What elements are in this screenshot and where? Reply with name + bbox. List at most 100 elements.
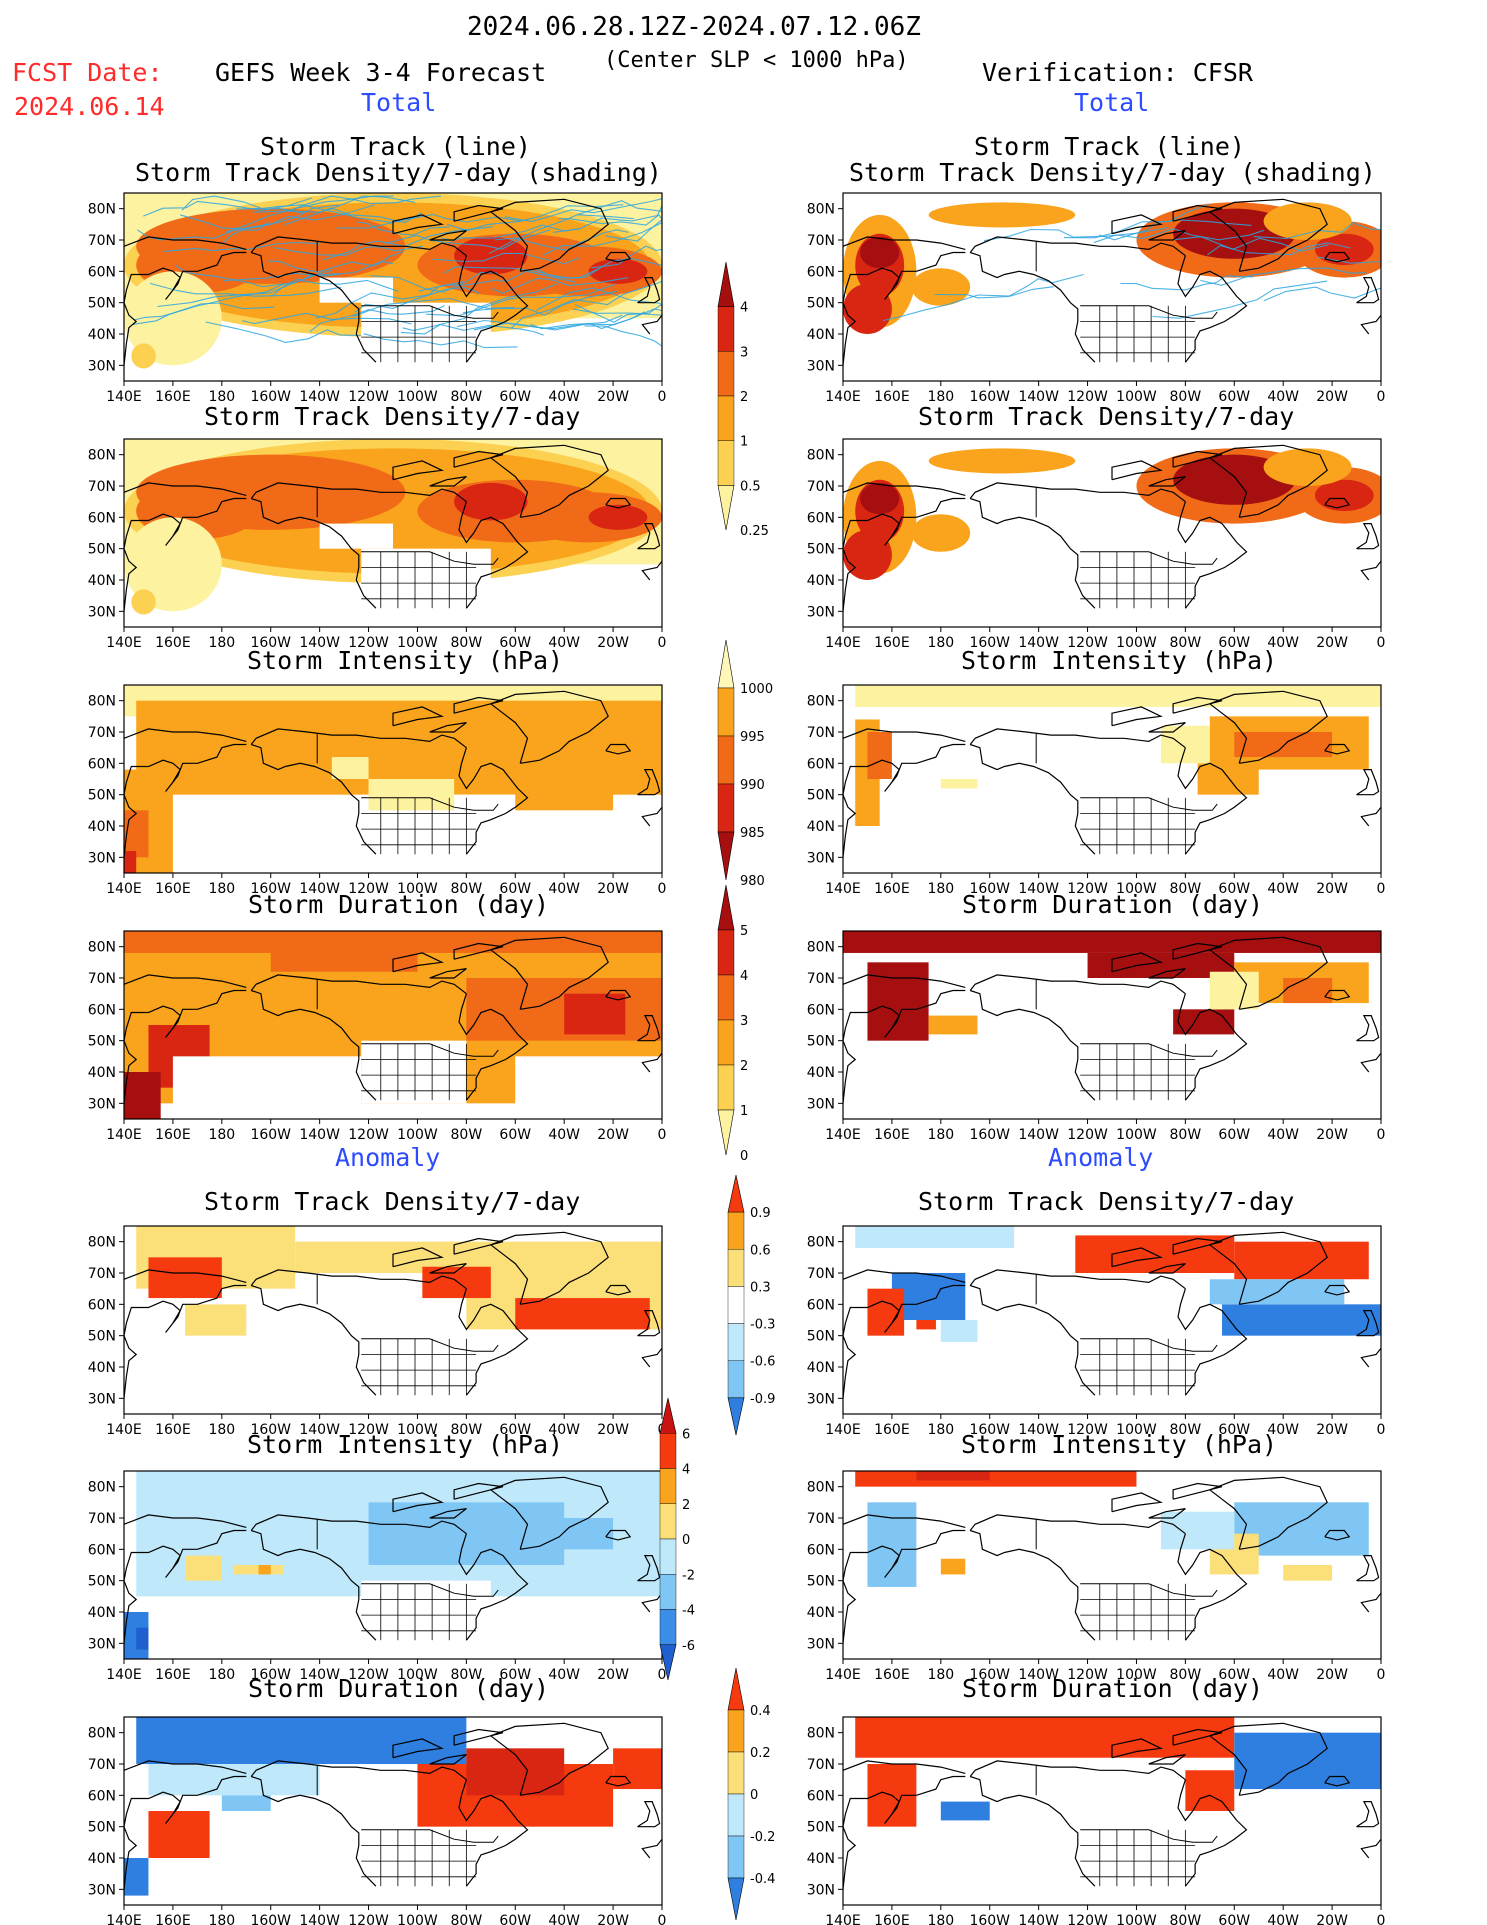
- colorbar-label: -0.9: [750, 1392, 775, 1407]
- colorbar-label: 0.3: [750, 1280, 771, 1295]
- lon-tick-label: 180: [927, 635, 954, 651]
- lat-tick-label: 70N: [807, 233, 835, 249]
- lat-tick-label: 40N: [88, 1851, 116, 1867]
- lon-tick-label: 140W: [1018, 1127, 1059, 1143]
- lon-tick-label: 0: [658, 635, 667, 651]
- lon-tick-label: 20W: [597, 881, 629, 897]
- lon-tick-label: 180: [927, 1667, 954, 1683]
- title-track-line-left: Storm Track (line): [260, 132, 531, 161]
- lat-tick-label: 70N: [88, 1266, 116, 1282]
- lat-tick-label: 30N: [807, 1096, 835, 1112]
- lat-tick-label: 60N: [88, 264, 116, 280]
- lat-tick-label: 70N: [807, 1511, 835, 1527]
- colorbar-swatch: [659, 1609, 677, 1645]
- lon-tick-label: 140E: [106, 1667, 142, 1683]
- lat-tick-label: 70N: [88, 971, 116, 987]
- colorbar-label: -2: [682, 1568, 695, 1583]
- colorbar-swatch: [717, 395, 735, 441]
- lat-tick-label: 80N: [807, 1726, 835, 1742]
- lon-tick-label: 60W: [1218, 1127, 1250, 1143]
- lon-tick-label: 160W: [250, 1127, 291, 1143]
- lon-tick-label: 80W: [1170, 1913, 1202, 1925]
- lat-tick-label: 50N: [807, 542, 835, 558]
- lat-tick-label: 60N: [807, 1542, 835, 1558]
- lat-tick-label: 60N: [807, 1002, 835, 1018]
- lat-tick-label: 30N: [88, 358, 116, 374]
- title-anom-density-left: Storm Track Density/7-day: [204, 1187, 581, 1216]
- lon-tick-label: 0: [1377, 881, 1386, 897]
- lat-tick-label: 50N: [807, 788, 835, 804]
- title-duration-right: Storm Duration (day): [962, 890, 1264, 919]
- lat-tick-label: 70N: [807, 1266, 835, 1282]
- lon-tick-label: 0: [1377, 1667, 1386, 1683]
- colorbar-label: 6: [682, 1427, 690, 1442]
- section-anomaly-right: Anomaly: [1048, 1143, 1154, 1172]
- lat-tick-label: 40N: [807, 573, 835, 589]
- lon-tick-label: 140E: [106, 1913, 142, 1925]
- colorbar-swatch: [717, 929, 735, 976]
- lat-tick-label: 50N: [88, 1329, 116, 1345]
- forecast-title: GEFS Week 3-4 Forecast: [215, 58, 547, 87]
- title-anom-intensity-left: Storm Intensity (hPa): [247, 1430, 564, 1459]
- lon-tick-label: 20W: [1316, 1913, 1348, 1925]
- colorbar-swatch: [727, 1877, 745, 1921]
- lon-tick-label: 160E: [155, 389, 191, 405]
- lat-tick-label: 50N: [807, 1820, 835, 1836]
- colorbar-swatch: [717, 1019, 735, 1066]
- lat-tick-label: 80N: [88, 694, 116, 710]
- lat-tick-label: 40N: [88, 1065, 116, 1081]
- lon-tick-label: 20W: [1316, 1127, 1348, 1143]
- lat-tick-label: 40N: [807, 1605, 835, 1621]
- colorbar-label: -0.3: [750, 1318, 775, 1333]
- lon-tick-label: 0: [658, 881, 667, 897]
- lat-tick-label: 80N: [807, 1480, 835, 1496]
- lat-tick-label: 40N: [807, 1065, 835, 1081]
- lon-tick-label: 140W: [299, 1127, 340, 1143]
- lon-tick-label: 120W: [348, 1127, 389, 1143]
- lat-tick-label: 60N: [88, 1542, 116, 1558]
- lon-tick-label: 0: [658, 1127, 667, 1143]
- lon-tick-label: 0: [658, 1667, 667, 1683]
- lat-tick-label: 80N: [88, 448, 116, 464]
- lon-tick-label: 40W: [1267, 1913, 1299, 1925]
- lon-tick-label: 140E: [825, 1667, 861, 1683]
- lon-tick-label: 20W: [1316, 1667, 1348, 1683]
- lon-tick-label: 60W: [499, 1913, 531, 1925]
- lon-tick-label: 80W: [451, 1127, 483, 1143]
- lat-tick-label: 50N: [88, 1574, 116, 1590]
- colorbar-swatch: [717, 639, 735, 689]
- colorbar-label: 3: [740, 345, 748, 360]
- lon-tick-label: 0: [1377, 1422, 1386, 1438]
- lat-tick-label: 40N: [88, 1605, 116, 1621]
- lat-tick-label: 60N: [88, 1788, 116, 1804]
- lon-tick-label: 100W: [1116, 1127, 1157, 1143]
- lon-tick-label: 80W: [451, 1913, 483, 1925]
- lon-tick-label: 140E: [825, 1422, 861, 1438]
- lon-tick-label: 120W: [1067, 1913, 1108, 1925]
- colorbar-duration: 5 4 3 2 1 0: [717, 884, 748, 1164]
- lat-tick-label: 50N: [807, 1034, 835, 1050]
- lat-tick-label: 50N: [807, 296, 835, 312]
- title-density-right: Storm Track Density/7-day: [918, 402, 1295, 431]
- colorbar-swatch: [717, 485, 735, 531]
- lon-tick-label: 160W: [969, 1913, 1010, 1925]
- lon-tick-label: 160W: [250, 1913, 291, 1925]
- colorbar-swatch: [717, 884, 735, 931]
- colorbar-label: -0.4: [750, 1872, 775, 1887]
- colorbar-anom-intensity: 6 4 2 0 -2 -4 -6: [659, 1397, 695, 1681]
- lat-tick-label: 70N: [807, 725, 835, 741]
- lat-tick-label: 40N: [88, 327, 116, 343]
- title-anom-intensity-right: Storm Intensity (hPa): [961, 1430, 1278, 1459]
- colorbar-label: 3: [740, 1014, 748, 1029]
- lon-tick-label: 100W: [397, 1913, 438, 1925]
- lon-tick-label: 140E: [106, 635, 142, 651]
- lat-tick-label: 70N: [807, 1757, 835, 1773]
- lat-tick-label: 30N: [88, 1882, 116, 1898]
- lon-tick-label: 40W: [548, 1913, 580, 1925]
- lat-tick-label: 50N: [88, 1820, 116, 1836]
- lat-tick-label: 60N: [88, 510, 116, 526]
- lon-tick-label: 160E: [874, 1127, 910, 1143]
